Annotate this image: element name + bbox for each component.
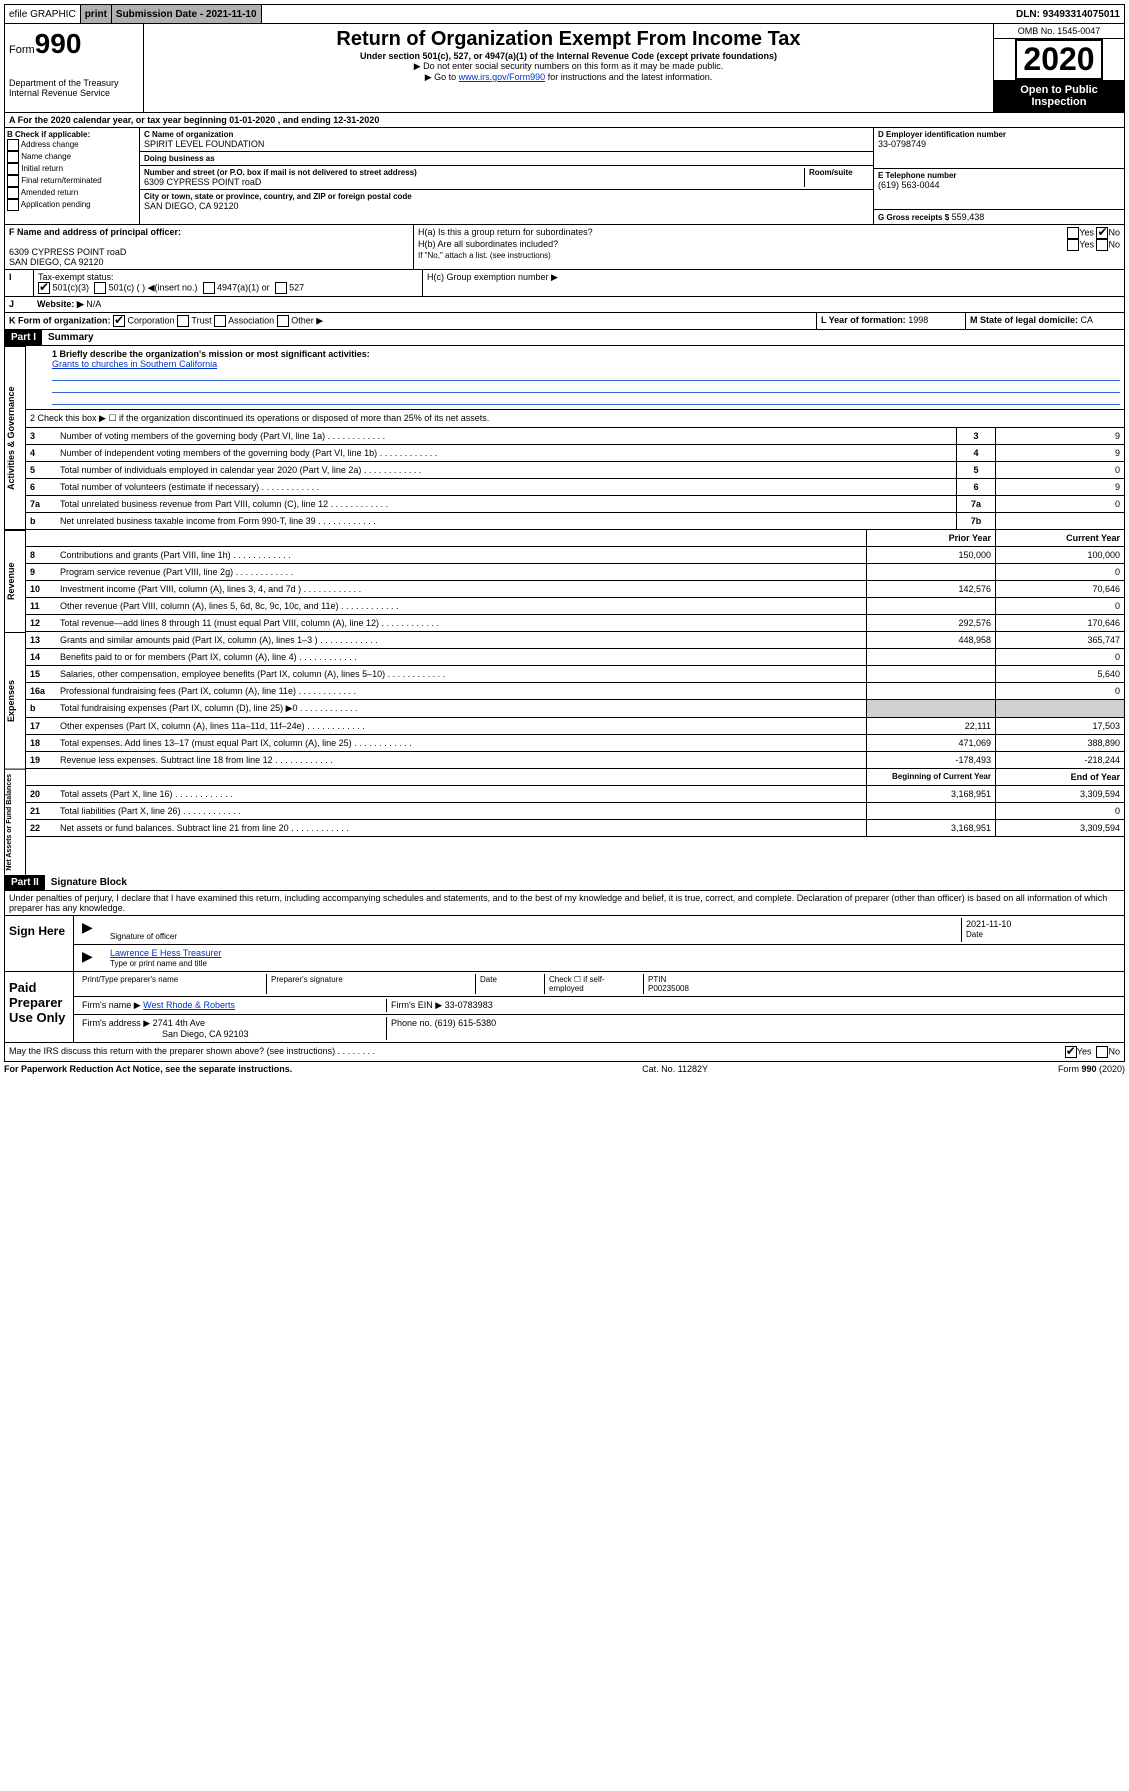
firm-name[interactable]: West Rhode & Roberts: [143, 1000, 235, 1010]
corp-checkbox[interactable]: [113, 315, 125, 327]
irs-label: Internal Revenue Service: [9, 88, 139, 98]
sign-here-block: Sign Here ▶Signature of officer2021-11-1…: [4, 916, 1125, 972]
box-deg: D Employer identification number33-07987…: [874, 128, 1124, 224]
h-a: H(a) Is this a group return for subordin…: [418, 227, 593, 239]
discuss-yes-checkbox[interactable]: [1065, 1046, 1077, 1058]
subtitle-1: Under section 501(c), 527, or 4947(a)(1)…: [148, 51, 989, 61]
tax-year: 2020: [1015, 39, 1102, 80]
spacer: [262, 5, 1012, 23]
perjury-text: Under penalties of perjury, I declare th…: [4, 891, 1125, 916]
paid-preparer-block: Paid Preparer Use Only Print/Type prepar…: [4, 972, 1125, 1043]
vlabel-revenue: Revenue: [4, 530, 26, 632]
501c3-checkbox[interactable]: [38, 282, 50, 294]
part1-header: Part I: [5, 330, 42, 345]
efile-label: efile GRAPHIC: [5, 5, 81, 23]
box-f-label: F Name and address of principal officer:: [9, 227, 181, 237]
open-public-label: Open to Public Inspection: [994, 80, 1124, 112]
discuss-row: May the IRS discuss this return with the…: [4, 1043, 1125, 1062]
ha-yes-checkbox[interactable]: [1067, 227, 1079, 239]
mission-text[interactable]: Grants to churches in Southern Californi…: [52, 359, 217, 369]
box-c: C Name of organizationSPIRIT LEVEL FOUND…: [140, 128, 874, 224]
tax-exempt-row: Tax-exempt status: 501(c)(3) 501(c) ( ) …: [34, 270, 423, 296]
gross-receipts: 559,438: [952, 212, 985, 222]
row-k: K Form of organization: Corporation Trus…: [5, 313, 817, 329]
row-a: A For the 2020 calendar year, or tax yea…: [4, 113, 1125, 128]
vlabel-netassets: Net Assets or Fund Balances: [4, 769, 26, 875]
website-row: Website: ▶ N/A: [33, 297, 105, 312]
dln-label: DLN: 93493314075011: [1012, 5, 1124, 23]
org-city: SAN DIEGO, CA 92120: [144, 201, 869, 211]
dept-label: Department of the Treasury: [9, 78, 139, 88]
vlabel-expenses: Expenses: [4, 632, 26, 769]
summary-section: Activities & Governance 1 Briefly descri…: [4, 346, 1125, 530]
part2-header: Part II: [5, 875, 45, 890]
h-b: H(b) Are all subordinates included?: [418, 239, 558, 251]
org-address: 6309 CYPRESS POINT roaD: [144, 177, 804, 187]
h-c: H(c) Group exemption number ▶: [423, 270, 1124, 296]
officer-name[interactable]: Lawrence E Hess Treasurer: [110, 948, 222, 958]
subtitle-2: ▶ Do not enter social security numbers o…: [148, 61, 989, 72]
top-bar: efile GRAPHIC print Submission Date - 20…: [4, 4, 1125, 24]
omb-number: OMB No. 1545-0047: [994, 24, 1124, 39]
box-b: B Check if applicable: Address change Na…: [5, 128, 140, 224]
ha-no-checkbox[interactable]: [1096, 227, 1108, 239]
vlabel-governance: Activities & Governance: [4, 346, 26, 530]
hb-yes-checkbox[interactable]: [1067, 239, 1079, 251]
form-title: Return of Organization Exempt From Incom…: [148, 28, 989, 51]
form-header: Form990 Department of the Treasury Inter…: [4, 24, 1125, 113]
subtitle-3: ▶ Go to www.irs.gov/Form990 for instruct…: [148, 72, 989, 83]
hb-no-checkbox[interactable]: [1096, 239, 1108, 251]
row-fh: F Name and address of principal officer:…: [4, 225, 1125, 270]
phone-value: (619) 563-0044: [878, 180, 1120, 190]
form-number: Form990: [9, 28, 139, 60]
org-name: SPIRIT LEVEL FOUNDATION: [144, 139, 869, 149]
submission-date-button[interactable]: Submission Date - 2021-11-10: [112, 5, 262, 23]
print-button[interactable]: print: [81, 5, 112, 23]
page-footer: For Paperwork Reduction Act Notice, see …: [4, 1062, 1125, 1076]
discuss-no-checkbox[interactable]: [1096, 1046, 1108, 1058]
ein-value: 33-0798749: [878, 139, 1120, 149]
info-grid: B Check if applicable: Address change Na…: [4, 128, 1125, 225]
instructions-link[interactable]: www.irs.gov/Form990: [459, 72, 546, 82]
